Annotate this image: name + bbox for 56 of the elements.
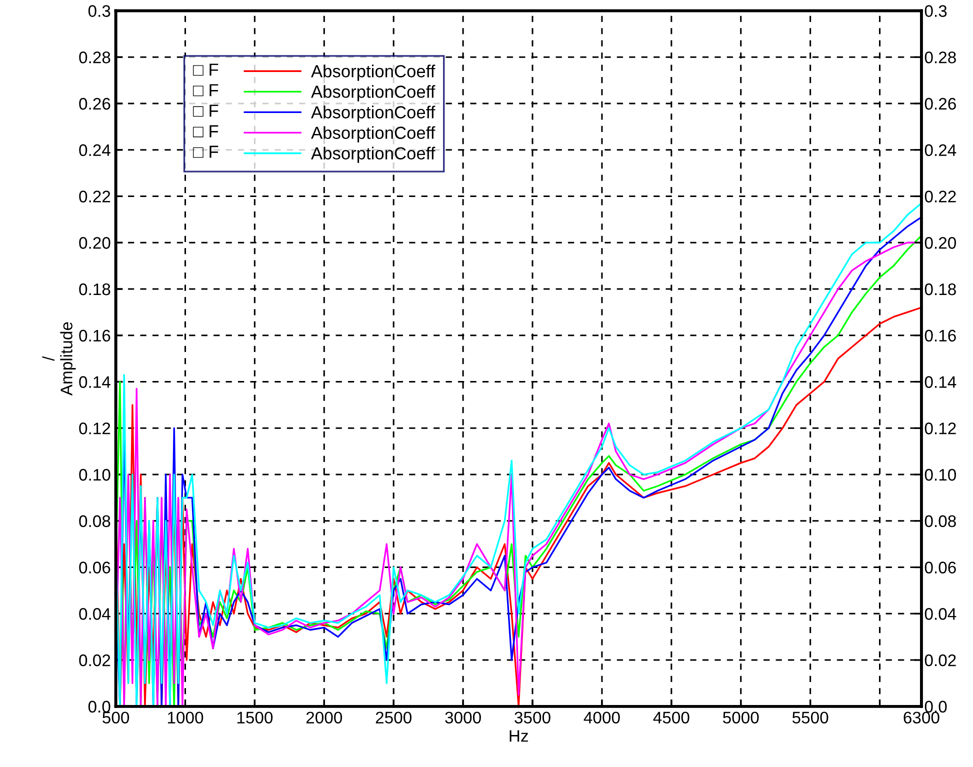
y2-tick-label: 0.22 [924,190,956,202]
y-tick-label: 0.18 [79,283,110,296]
y2-tick-label: 0.02 [924,654,956,666]
y-tick-label: 0.20 [79,237,110,249]
x-axis-title: Hz [510,730,528,742]
y2-tick-label: 0.26 [924,98,956,110]
y2-tick-label: 0.14 [924,376,956,388]
y-tick-label: 0.22 [79,190,110,202]
y2-tick-label: 0.16 [924,330,956,342]
y-tick-label: 0.24 [79,144,110,156]
annotation: □ F [193,146,218,158]
y2-tick-label: 0.10 [924,468,956,481]
annotation: □ F [193,125,218,138]
y-tick-label: 0.12 [79,422,110,434]
y2-tick-label: 0.04 [924,608,956,620]
x-tick-label: 3500 [514,712,550,724]
y-tick-label: 0.28 [79,52,110,64]
y-tick-label: 0.26 [79,98,110,110]
legend-label: AbsorptionCoeff [311,146,436,163]
y2-tick-label: 0.12 [924,422,956,434]
x-tick-label: 6300 [904,712,940,724]
y2-tick-label: 0.20 [924,237,956,249]
y-tick-label: 0.08 [79,515,110,528]
y2-tick-label: 0.0 [924,700,947,713]
x-tick-label: 5500 [792,712,828,724]
y-tick-label: 0.06 [79,562,110,574]
x-tick-label: 4500 [653,712,690,724]
y2-tick-label: 0.28 [924,52,956,64]
x-tick-label: 2000 [306,712,342,724]
legend-label: AbsorptionCoeff [311,64,436,81]
y2-tick-label: 0.18 [924,283,956,296]
y-tick-label: 0.16 [79,330,110,342]
annotation: □ F [193,84,218,96]
y-tick-label: 0.3 [88,5,110,17]
x-tick-label: 1500 [237,712,273,724]
y-axis-title: / Amplitude [42,322,76,396]
annotation: □ F [193,104,218,117]
legend-label: AbsorptionCoeff [311,126,436,142]
x-tick-label: 4000 [584,712,620,724]
x-tick-label: 5000 [722,712,759,724]
x-tick-label: 1000 [168,712,204,724]
y-tick-label: 0.0 [88,700,110,713]
annotation: □ F [193,64,218,76]
y-tick-label: 0.04 [79,608,110,620]
y2-tick-label: 0.24 [924,144,956,156]
y-tick-label: 0.02 [79,654,110,666]
x-tick-label: 3000 [445,712,481,724]
y2-tick-label: 0.06 [924,562,956,574]
y2-tick-label: 0.08 [924,515,956,528]
y2-tick-label: 0.3 [924,5,947,17]
legend-label: AbsorptionCoeff [311,106,436,122]
y-tick-label: 0.10 [79,468,110,481]
y-tick-label: 0.14 [79,376,110,388]
legend-label: AbsorptionCoeff [311,85,436,102]
x-tick-label: 2500 [376,712,412,724]
x-tick-label: 500 [102,712,130,724]
